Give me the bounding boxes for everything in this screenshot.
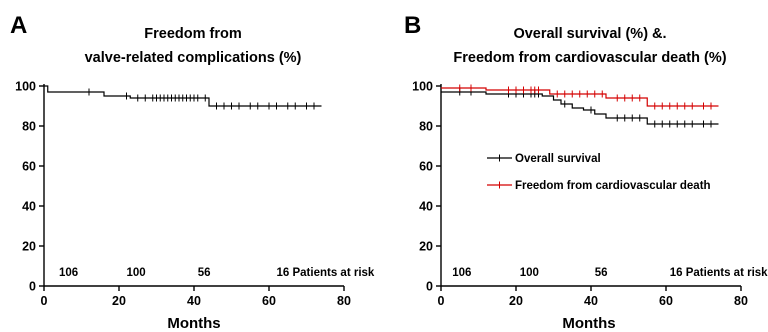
panel-b-y-tick-label-60: 60 <box>419 160 433 174</box>
panel-a-y-tick-label-80: 80 <box>22 120 36 134</box>
panel-a-y-tick-label-20: 20 <box>22 240 36 254</box>
panel-b-y-tick-label-40: 40 <box>419 200 433 214</box>
panel-b-title-line-2: Freedom from cardiovascular death (%) <box>453 50 726 66</box>
panel-a-title-line-1: Freedom from <box>144 26 242 42</box>
panel-b-y-tick-label-100: 100 <box>412 80 433 94</box>
panel-a-x-tick-label-60: 60 <box>262 294 276 308</box>
panel-a-x-tick-label-40: 40 <box>187 294 201 308</box>
panel-b-x-tick-label-80: 80 <box>734 294 748 308</box>
panel-b-x-axis-title: Months <box>562 315 615 332</box>
plot-marks: 0 20 40 60 80 0 20 40 60 80 100 106 100 56 16 Patients… <box>15 80 768 309</box>
panel-b-x-tick-label-60: 60 <box>659 294 673 308</box>
panel-a-y-tick-label-60: 60 <box>22 160 36 174</box>
legend-label-cardiovascular: Freedom from cardiovascular death <box>515 180 711 192</box>
panel-b-y-tick-label-0: 0 <box>426 280 433 294</box>
panel-b-at-risk-label-0: 106 <box>452 267 471 279</box>
panel-b-x-tick-label-20: 20 <box>509 294 523 308</box>
panel-b-at-risk-label-1: 100 <box>520 267 539 279</box>
panel-a-at-risk-label-3: 16 Patients at risk <box>277 267 375 279</box>
panel-b-series-1-curve <box>441 87 719 107</box>
panel-a-at-risk-label-2: 56 <box>198 267 211 279</box>
panel-b-letter: B <box>404 12 421 39</box>
panel-a-y-tick-label-100: 100 <box>15 80 36 94</box>
panel-a-x-tick-label-80: 80 <box>337 294 351 308</box>
legend-label-overall-survival: Overall survival <box>515 153 601 165</box>
panel-a-x-tick-label-20: 20 <box>112 294 126 308</box>
panel-a-letter: A <box>10 12 27 39</box>
panel-a-x-axis-title: Months <box>167 315 220 332</box>
panel-a-y-tick-label-40: 40 <box>22 200 36 214</box>
panel-a-at-risk-label-0: 106 <box>59 267 78 279</box>
panel-a-y-tick-label-0: 0 <box>29 280 36 294</box>
panel-b-series-0-curve <box>441 91 719 125</box>
panel-a-series-0-curve <box>44 85 322 107</box>
panel-a-title-line-2: valve-related complications (%) <box>85 50 302 66</box>
panel-b-x-tick-label-40: 40 <box>584 294 598 308</box>
panel-b-x-tick-label-0: 0 <box>438 294 445 308</box>
panel-a-x-tick-label-0: 0 <box>41 294 48 308</box>
panel-b-title-line-1: Overall survival (%) &. <box>513 26 666 42</box>
panel-b-y-tick-label-80: 80 <box>419 120 433 134</box>
panel-b-at-risk-label-3: 16 Patients at risk <box>670 267 768 279</box>
panel-a-at-risk-label-1: 100 <box>127 267 146 279</box>
panel-b-at-risk-label-2: 56 <box>595 267 608 279</box>
panel-b-y-tick-label-20: 20 <box>419 240 433 254</box>
